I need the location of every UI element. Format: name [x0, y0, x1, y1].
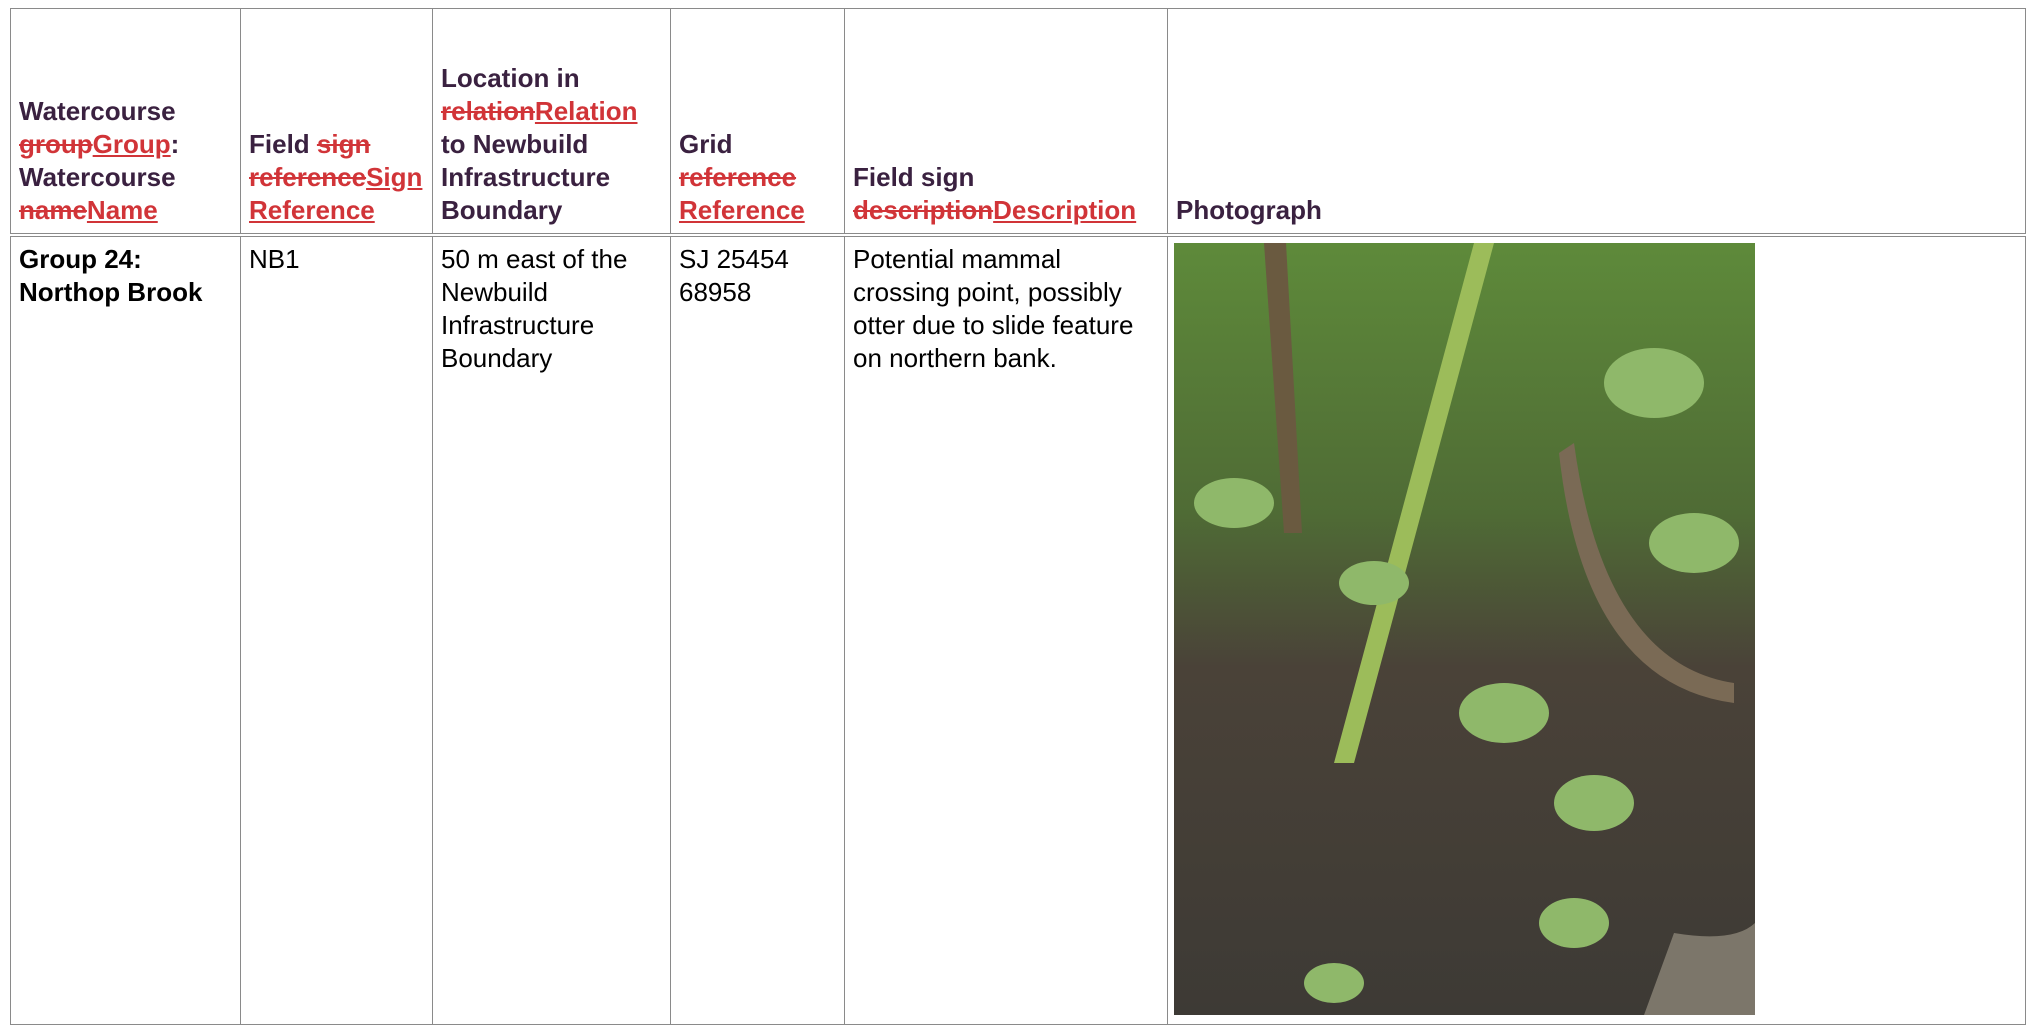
header-text: to Newbuild Infrastructure Boundary [441, 129, 611, 225]
header-cell: Field sign descriptionDescription [844, 8, 1168, 237]
data-cell: Potential mammal crossing point, possibl… [844, 234, 1168, 1025]
photo-cell [1167, 234, 2026, 1025]
header-text: Location in [441, 63, 580, 93]
deleted-text: description [853, 195, 994, 225]
inserted-text: Group [92, 129, 171, 159]
header-row: Watercourse groupGroup: Watercourse name… [10, 8, 2026, 237]
inserted-text: Reference [679, 195, 805, 225]
data-cell: NB1 [240, 234, 433, 1025]
inserted-text: Description [993, 195, 1137, 225]
header-text: Photograph [1176, 195, 1322, 225]
data-cell: SJ 25454 68958 [670, 234, 845, 1025]
data-row: Group 24: Northop Brook NB1 50 m east of t… [10, 234, 2026, 1025]
header-cell: Photograph [1167, 8, 2026, 237]
deleted-text: name [19, 195, 87, 225]
header-text: Field [249, 129, 317, 159]
header-text: Grid [679, 129, 733, 159]
photograph [1174, 243, 1755, 1015]
header-cell: Field sign referenceSign Reference [240, 8, 433, 237]
header-text: : Watercourse [19, 129, 180, 192]
deleted-text: sign [316, 129, 371, 159]
deleted-text: relation [441, 96, 535, 126]
inserted-text: Relation [534, 96, 638, 126]
header-cell: Location in relationRelation to Newbuild… [432, 8, 671, 237]
header-text: Watercourse [19, 96, 176, 126]
header-text: Field sign [853, 162, 975, 192]
header-cell: Grid reference Reference [670, 8, 845, 237]
table-body: Group 24: Northop Brook NB1 50 m east of t… [10, 234, 2026, 1025]
data-cell: Group 24: Northop Brook [10, 234, 241, 1025]
data-cell: 50 m east of the Newbuild Infrastructure… [432, 234, 671, 1025]
deleted-text: group [19, 129, 93, 159]
deleted-text: reference [679, 162, 797, 192]
deleted-text: reference [249, 162, 367, 192]
inserted-text: Name [86, 195, 158, 225]
inserted-text: Sign Reference [249, 162, 423, 225]
field-sign-table: Watercourse groupGroup: Watercourse name… [10, 8, 2026, 1025]
header-cell: Watercourse groupGroup: Watercourse name… [10, 8, 241, 237]
